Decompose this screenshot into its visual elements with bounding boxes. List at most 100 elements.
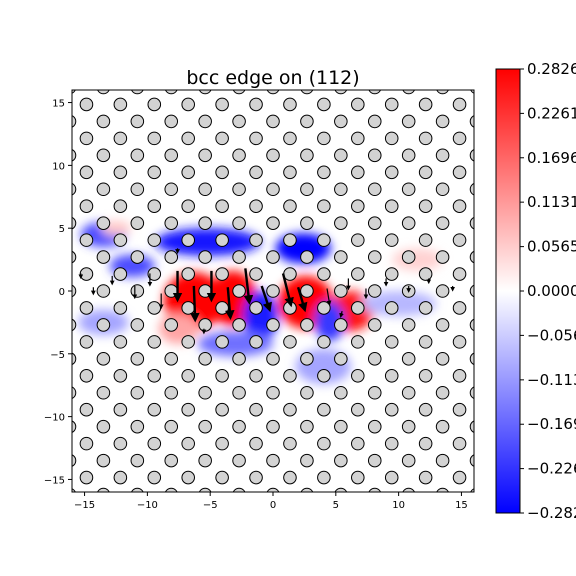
- atom-275: [72, 115, 77, 128]
- atom-97: [384, 369, 399, 383]
- atom-125: [72, 318, 77, 332]
- atom-105: [232, 352, 246, 366]
- atom-168: [249, 267, 263, 281]
- atom-64: [113, 402, 128, 417]
- atom-72: [384, 402, 399, 417]
- atom-65: [147, 402, 162, 417]
- atom-170: [317, 267, 331, 281]
- atom-143: [249, 301, 263, 315]
- atom-63: [79, 402, 94, 417]
- x-tick-label: −10: [137, 500, 158, 511]
- atom-19: [283, 470, 297, 485]
- atom-301: [97, 90, 110, 95]
- atom-288: [79, 97, 94, 112]
- atom-128: [164, 318, 179, 332]
- atom-234: [367, 182, 382, 197]
- atom-302: [131, 90, 144, 95]
- atom-298: [418, 97, 433, 112]
- y-tick-label: 10: [52, 161, 65, 172]
- atom-230: [232, 182, 246, 197]
- atom-33: [334, 453, 348, 468]
- atom-120: [317, 335, 331, 349]
- atom-142: [215, 301, 229, 315]
- atom-241: [181, 165, 195, 180]
- atom-262: [469, 149, 474, 162]
- atom-181: [266, 250, 280, 264]
- atom-229: [198, 182, 212, 197]
- atom-157: [300, 284, 314, 298]
- atom-137: [469, 318, 474, 332]
- atom-207: [300, 216, 314, 230]
- atom-60: [401, 419, 416, 434]
- atom-138: [79, 301, 94, 315]
- atom-290: [147, 97, 162, 112]
- atom-243: [249, 165, 263, 180]
- atom-17: [215, 470, 229, 485]
- atom-304: [198, 90, 212, 95]
- atom-185: [401, 250, 416, 264]
- displacement-arrows: [78, 248, 456, 335]
- atom-162: [469, 284, 474, 298]
- atom-192: [215, 233, 229, 247]
- atom-254: [198, 148, 212, 163]
- colorbar-tick-label: 0.2826: [527, 60, 576, 78]
- atom-209: [367, 216, 382, 230]
- atom-lattice: [72, 90, 474, 492]
- field-region-7: [154, 228, 261, 256]
- atom-119: [283, 335, 297, 349]
- atom-260: [401, 148, 416, 163]
- atom-16: [181, 470, 195, 485]
- atom-284: [367, 114, 382, 129]
- atom-163: [79, 267, 94, 281]
- y-tick-label: −15: [44, 475, 65, 486]
- atom-210: [401, 216, 416, 230]
- atom-235: [401, 182, 416, 197]
- atom-245: [317, 165, 331, 180]
- atom-220: [317, 199, 331, 213]
- atom-228: [164, 182, 179, 197]
- atom-74: [452, 402, 467, 417]
- atom-13: [79, 470, 94, 485]
- colorbar-tick-label: 0.0000: [527, 282, 576, 300]
- atom-300: [72, 90, 76, 94]
- atom-110: [401, 352, 416, 366]
- atom-226: [96, 182, 111, 197]
- atom-213: [79, 199, 94, 213]
- atom-281: [266, 114, 280, 129]
- atom-307: [300, 90, 314, 95]
- atom-115: [147, 335, 162, 349]
- atom-46: [351, 436, 365, 451]
- atom-175: [72, 250, 77, 264]
- atom-113: [79, 335, 94, 349]
- atom-182: [300, 250, 314, 264]
- atom-54: [198, 419, 212, 434]
- atom-236: [435, 182, 450, 197]
- atom-135: [401, 318, 416, 332]
- atom-305: [232, 90, 246, 95]
- atom-4: [198, 487, 212, 492]
- atom-308: [334, 90, 348, 95]
- atom-278: [164, 114, 179, 129]
- atom-276: [96, 114, 111, 129]
- colorbar-gradient: [495, 68, 521, 514]
- atom-208: [334, 216, 348, 230]
- atom-225: [72, 182, 77, 196]
- y-axis: −15 −10 −5 0 5 10 15: [44, 99, 72, 486]
- atom-183: [334, 250, 348, 264]
- colorbar-tick-label: 0.2261: [527, 104, 576, 122]
- atom-186: [435, 250, 450, 264]
- atom-256: [266, 148, 280, 163]
- atom-283: [334, 114, 348, 129]
- atom-255: [232, 148, 246, 163]
- x-tick-label: 10: [392, 500, 405, 511]
- atom-167: [215, 267, 229, 281]
- atom-223: [418, 199, 433, 213]
- atom-159: [367, 284, 382, 298]
- atom-32: [300, 453, 314, 468]
- atom-68: [249, 402, 263, 417]
- atom-45: [317, 436, 331, 451]
- atom-156: [266, 284, 280, 298]
- atom-24: [452, 470, 467, 485]
- atom-146: [351, 301, 365, 315]
- atom-250: [72, 149, 77, 162]
